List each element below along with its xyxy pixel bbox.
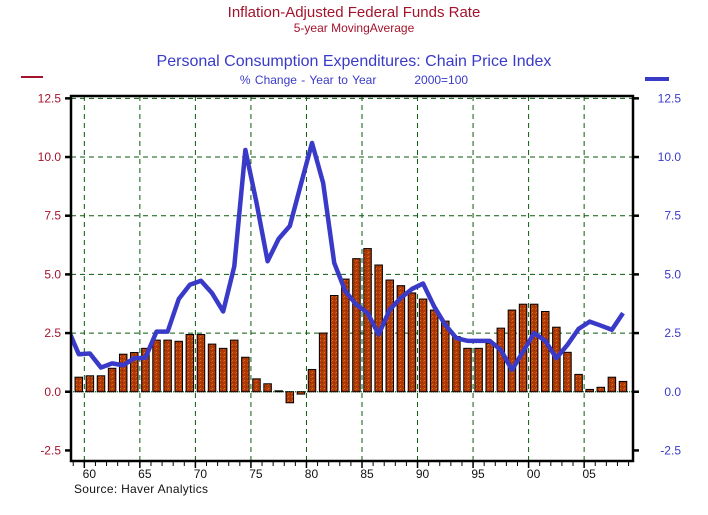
x-tick-label: 65: [138, 467, 152, 481]
bar: [441, 320, 450, 393]
right-tick-label: -2.5: [660, 443, 681, 457]
bar: [296, 391, 306, 395]
subtitle-2-left: % Change - Year to Year: [239, 73, 377, 87]
left-tick-label: 0.0: [44, 385, 61, 399]
bar: [585, 388, 594, 393]
x-tick-label: 70: [194, 467, 208, 481]
bar: [85, 375, 95, 393]
left-tick-label: 7.5: [44, 209, 61, 223]
chart-title: Inflation-Adjusted Federal Funds Rate: [227, 4, 481, 21]
bar: [230, 339, 239, 393]
bar: [163, 339, 172, 393]
line-series: [71, 140, 625, 373]
bar: [429, 309, 439, 393]
bar: [407, 292, 417, 393]
right-tick-label: 2.5: [664, 326, 681, 340]
chart-title-2: Personal Consumption Expenditures: Chain…: [156, 53, 552, 70]
right-tick-label: 5.0: [664, 267, 681, 281]
legend-swatch-pce: [645, 77, 669, 81]
bar: [418, 298, 428, 393]
left-tick-label: 10.0: [38, 150, 62, 164]
gridlines: [71, 96, 633, 461]
bar: [485, 342, 494, 393]
bar: [396, 285, 406, 393]
bar: [263, 383, 272, 393]
bar: [541, 310, 550, 393]
bar: [452, 336, 461, 393]
legend-swatch-funds-rate: [21, 76, 43, 78]
bar: [529, 303, 539, 393]
bar: [185, 333, 195, 393]
bar: [574, 373, 583, 393]
bar: [496, 327, 506, 393]
left-tick-label: 2.5: [44, 326, 61, 340]
right-tick-label: 0.0: [664, 385, 681, 399]
right-tick-label: 7.5: [664, 209, 681, 223]
x-tick-label: 95: [471, 467, 485, 481]
bar: [474, 347, 483, 393]
bar: [118, 353, 128, 393]
bar: [96, 375, 106, 393]
bar: [207, 343, 217, 393]
bar: [607, 376, 617, 393]
bar: [141, 347, 150, 393]
axes: 12.5 10.0 7.5 5.0 2.5 0.0 -2.5 12.5 10.0 7.5 5.0 2.…: [38, 91, 682, 481]
bar: [352, 258, 361, 393]
x-tick-label: 75: [249, 467, 263, 481]
bar: [152, 339, 161, 393]
bar: [196, 333, 206, 393]
bar: [563, 351, 572, 393]
right-tick-label: 10.0: [658, 150, 682, 164]
bar: [341, 278, 350, 393]
bar: [463, 347, 472, 393]
bar: [329, 295, 339, 393]
chart-subtitle-2: % Change - Year to Year 2000=100: [0, 73, 708, 87]
bar-series: [74, 248, 628, 404]
bar: [252, 378, 261, 393]
bar: [618, 380, 628, 393]
bar: [130, 352, 139, 393]
bar: [241, 356, 250, 393]
x-tick-label: 80: [305, 467, 319, 481]
x-tick-label: 90: [416, 467, 430, 481]
x-tick-label: 05: [582, 467, 596, 481]
bar: [307, 368, 317, 393]
bar: [285, 391, 295, 404]
left-tick-label: -2.5: [40, 443, 61, 457]
subtitle-2-right: 2000=100: [414, 73, 469, 87]
x-tick-label: 85: [360, 467, 374, 481]
plot-frame: [69, 94, 635, 463]
left-tick-label: 5.0: [44, 267, 61, 281]
bar: [274, 390, 283, 393]
bar: [74, 376, 84, 393]
bar: [385, 279, 395, 393]
bar: [107, 367, 117, 393]
bar: [174, 340, 183, 393]
bar: [507, 309, 517, 393]
source-note: Source: Haver Analytics: [74, 482, 209, 496]
bar: [218, 347, 228, 393]
right-tick-label: 12.5: [658, 91, 682, 105]
x-tick-label: 60: [83, 467, 97, 481]
bar: [318, 332, 328, 393]
chart-subtitle: 5-year MovingAverage: [293, 21, 415, 35]
x-tick-label: 00: [527, 467, 541, 481]
left-tick-label: 12.5: [38, 91, 62, 105]
bar: [596, 386, 606, 393]
